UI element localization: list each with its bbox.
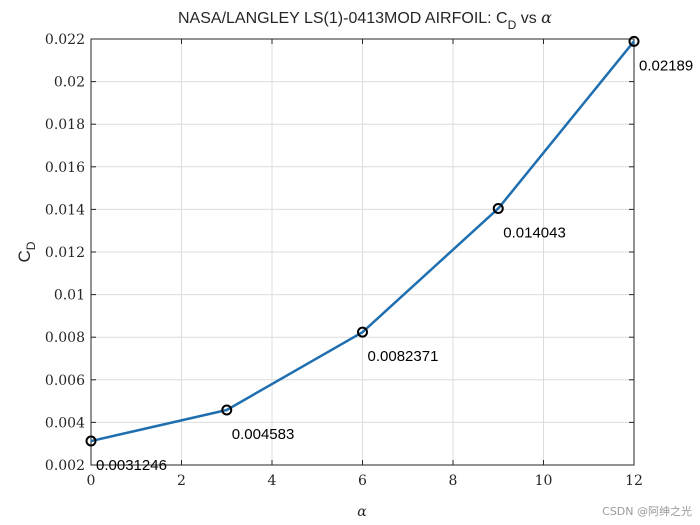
y-tick-label: 0.008 (45, 330, 85, 346)
series-line (90, 40, 635, 443)
data-label: 0.02189 (639, 57, 693, 74)
y-tick-label: 0.014 (45, 202, 85, 218)
data-point (492, 202, 504, 214)
chart-title-sub: D (508, 18, 517, 32)
data-point (357, 326, 368, 338)
x-tick-label: 2 (177, 473, 186, 489)
y-axis-label: CD (15, 241, 38, 262)
x-axis-label: α (357, 504, 367, 520)
y-tick-label: 0.004 (45, 415, 85, 431)
chart-title: NASA/LANGLEY LS(1)-0413MOD AIRFOIL: CD v… (178, 8, 552, 32)
data-label: 0.004583 (232, 426, 295, 443)
data-label: 0.0082371 (368, 348, 439, 365)
x-tick-label: 8 (449, 473, 458, 489)
data-point (628, 35, 640, 47)
data-point (85, 435, 97, 447)
watermark: CSDN @阿绅之光 (602, 505, 692, 518)
y-axis-label-sub: D (24, 241, 38, 250)
chart-title-alpha: α (541, 8, 552, 27)
x-tick-label: 6 (358, 473, 367, 489)
ticks: 0 2 4 6 8 10 12 0.002 0.004 0.006 0.008 0.01 0.012 0.… (45, 32, 643, 489)
x-tick-label: 0 (87, 473, 96, 489)
x-tick-label: 10 (535, 473, 553, 489)
y-tick-label: 0.006 (45, 373, 85, 389)
y-axis-label-main: C (15, 250, 34, 262)
grid (90, 38, 635, 466)
chart-title-tail: vs (516, 10, 541, 27)
y-tick-label: 0.012 (45, 245, 85, 261)
y-tick-label: 0.01 (54, 288, 85, 304)
y-tick-label: 0.022 (45, 32, 85, 48)
y-tick-label: 0.018 (45, 117, 85, 133)
y-tick-label: 0.002 (45, 458, 85, 474)
y-tick-label: 0.02 (54, 75, 85, 91)
chart-title-main: NASA/LANGLEY LS(1)-0413MOD AIRFOIL: C (178, 10, 508, 27)
data-label: 0.014043 (503, 224, 566, 241)
series: 0.0031246 0.004583 0.0082371 0.014043 0.0218… (85, 35, 693, 474)
data-label: 0.0031246 (96, 457, 167, 474)
data-point (221, 404, 233, 416)
x-tick-label: 12 (625, 473, 643, 489)
y-tick-label: 0.016 (45, 160, 85, 176)
x-tick-label: 4 (268, 473, 277, 489)
